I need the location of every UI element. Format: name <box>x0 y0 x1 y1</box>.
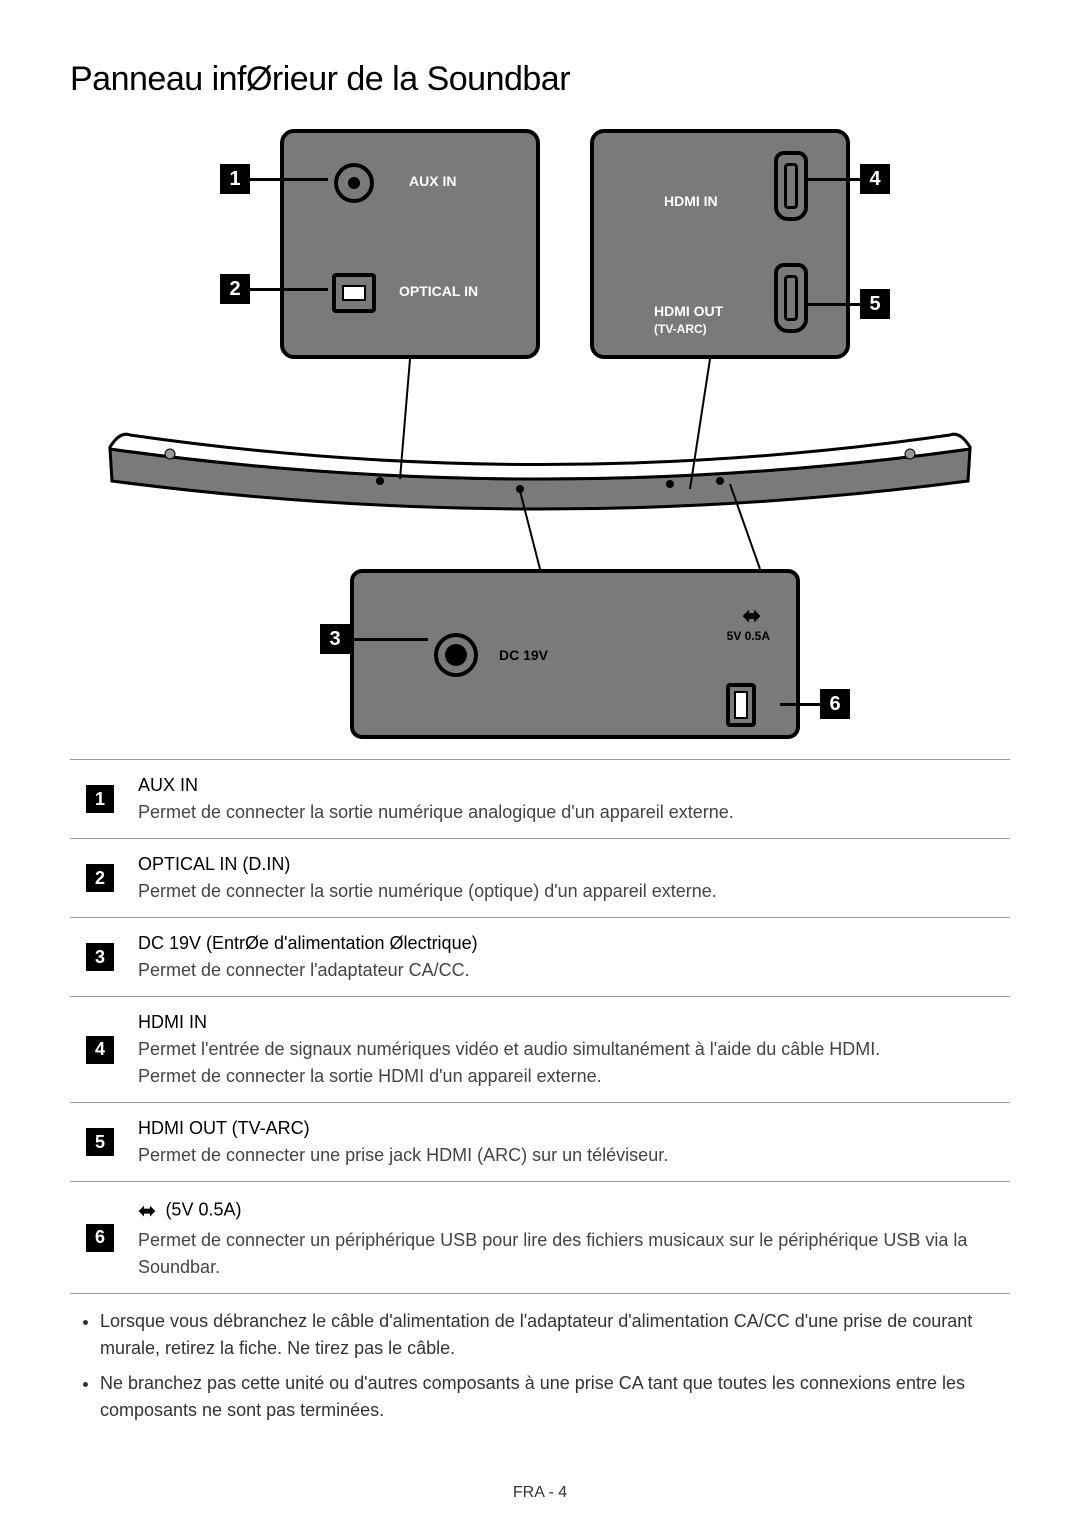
row-desc: Permet de connecter un périphérique USB … <box>138 1227 1002 1281</box>
row-title: AUX IN <box>138 772 1002 799</box>
usb-inline-icon: ⬌ <box>138 1194 156 1227</box>
usb-icon: ⬌ <box>743 603 761 629</box>
row-num: 4 <box>86 1036 114 1064</box>
row-desc: Permet de connecter une prise jack HDMI … <box>138 1142 1002 1169</box>
marker-1: 1 <box>220 164 250 194</box>
lead-line-6 <box>780 703 820 706</box>
row-title: HDMI IN <box>138 1009 1002 1036</box>
table-row: 2 OPTICAL IN (D.IN) Permet de connecter … <box>70 839 1010 918</box>
row-desc: Permet de connecter l'adaptateur CA/CC. <box>138 957 1002 984</box>
marker-4: 4 <box>860 164 890 194</box>
lead-line-2 <box>250 288 328 291</box>
row-num: 1 <box>86 785 114 813</box>
row-num: 5 <box>86 1128 114 1156</box>
lead-line-3 <box>350 638 428 641</box>
page-footer: FRA - 4 <box>70 1484 1010 1502</box>
page-title: Panneau infØrieur de la Soundbar <box>70 60 1010 99</box>
soundbar-diagram: AUX IN OPTICAL IN HDMI IN HDMI OUT (TV-A… <box>100 129 980 729</box>
table-row: 5 HDMI OUT (TV-ARC) Permet de connecter … <box>70 1103 1010 1182</box>
row-num: 6 <box>86 1224 114 1252</box>
dc-port-icon <box>434 633 478 677</box>
table-row: 3 DC 19V (EntrØe d'alimentation Ølectriq… <box>70 918 1010 997</box>
row-num: 2 <box>86 864 114 892</box>
row-title-suffix: (5V 0.5A) <box>160 1199 241 1219</box>
lead-line-5 <box>805 303 860 306</box>
note-item: Ne branchez pas cette unité ou d'autres … <box>100 1370 1010 1424</box>
row-title: HDMI OUT (TV-ARC) <box>138 1115 1002 1142</box>
table-row: 6 ⬌ (5V 0.5A) Permet de connecter un pér… <box>70 1182 1010 1294</box>
row-num: 3 <box>86 943 114 971</box>
notes-list: Lorsque vous débranchez le câble d'alime… <box>70 1308 1010 1424</box>
row-desc: Permet l'entrée de signaux numériques vi… <box>138 1036 1002 1090</box>
marker-2: 2 <box>220 274 250 304</box>
dc-label: DC 19V <box>499 647 548 664</box>
marker-6: 6 <box>820 689 850 719</box>
row-desc: Permet de connecter la sortie numérique … <box>138 878 1002 905</box>
marker-3: 3 <box>320 624 350 654</box>
row-title: DC 19V (EntrØe d'alimentation Ølectrique… <box>138 930 1002 957</box>
note-item: Lorsque vous débranchez le câble d'alime… <box>100 1308 1010 1362</box>
row-desc: Permet de connecter la sortie numérique … <box>138 799 1002 826</box>
table-row: 4 HDMI IN Permet l'entrée de signaux num… <box>70 997 1010 1103</box>
row-title: ⬌ (5V 0.5A) <box>138 1194 1002 1227</box>
port-description-table: 1 AUX IN Permet de connecter la sortie n… <box>70 759 1010 1294</box>
usb-spec-label: 5V 0.5A <box>727 629 770 643</box>
callout-panel-bottom: DC 19V ⬌ 5V 0.5A <box>350 569 800 739</box>
row-title: OPTICAL IN (D.IN) <box>138 851 1002 878</box>
marker-5: 5 <box>860 289 890 319</box>
lead-line-1 <box>250 178 328 181</box>
table-row: 1 AUX IN Permet de connecter la sortie n… <box>70 760 1010 839</box>
lead-line-4 <box>805 178 860 181</box>
usb-port-icon <box>726 683 756 727</box>
